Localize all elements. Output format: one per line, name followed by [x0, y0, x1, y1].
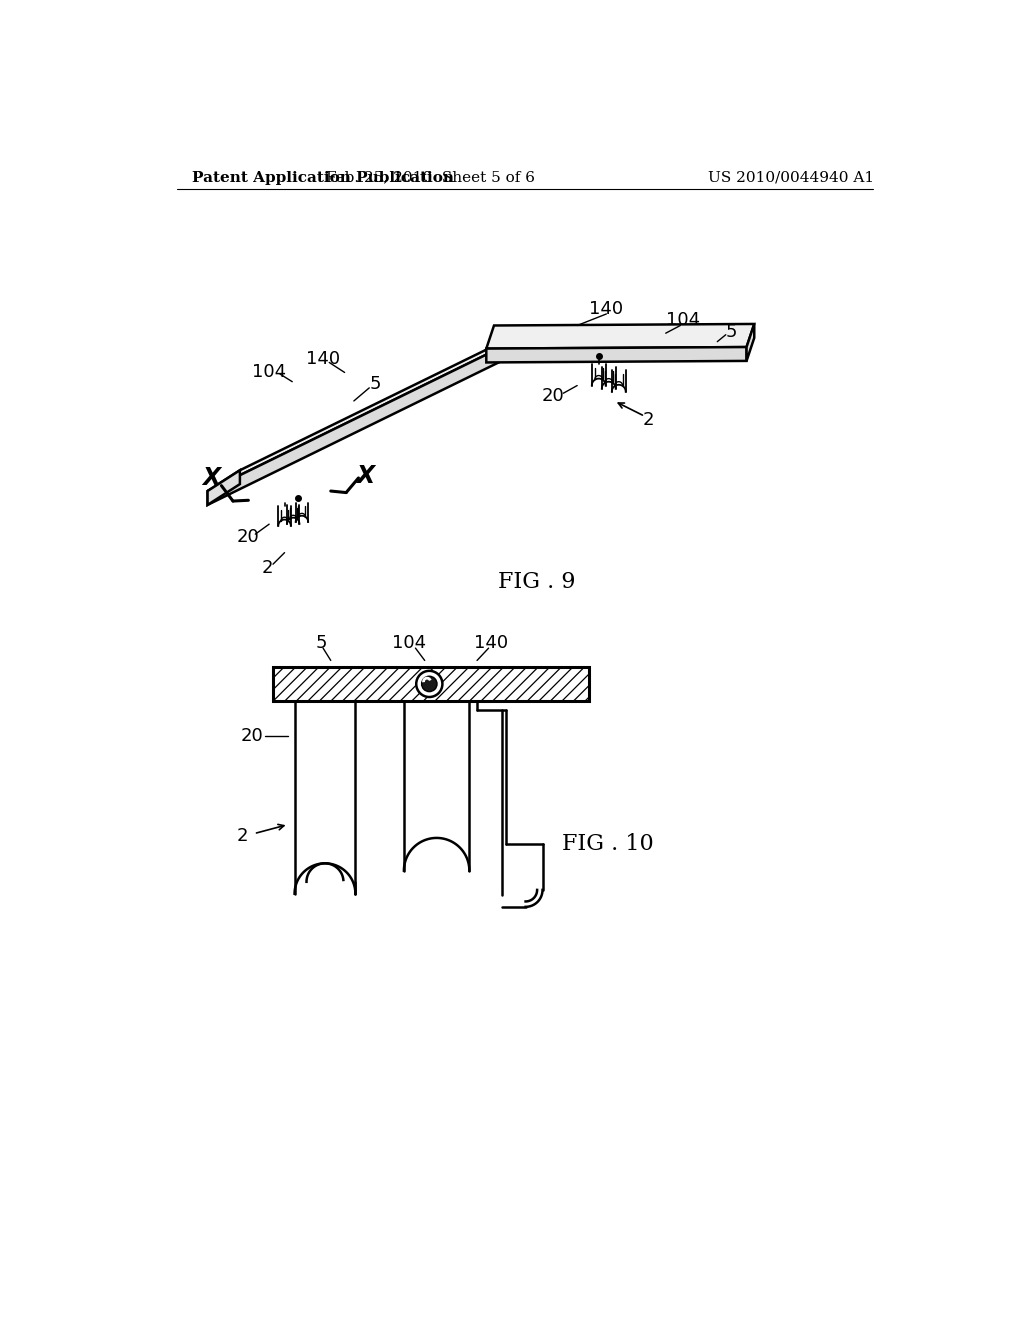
Text: 5: 5: [725, 322, 737, 341]
Polygon shape: [486, 323, 755, 348]
Polygon shape: [208, 327, 531, 491]
Text: 140: 140: [474, 635, 508, 652]
Text: 104: 104: [392, 635, 426, 652]
Bar: [273, 667, 589, 701]
Text: Patent Application Publication: Patent Application Publication: [193, 170, 455, 185]
Text: X: X: [203, 466, 220, 490]
Text: 5: 5: [315, 635, 328, 652]
Text: FIG . 9: FIG . 9: [499, 572, 575, 593]
Text: 104: 104: [252, 363, 287, 380]
Polygon shape: [208, 470, 240, 506]
Text: 20: 20: [241, 727, 263, 744]
Circle shape: [422, 676, 437, 692]
Text: 20: 20: [541, 387, 564, 404]
Text: 2: 2: [262, 560, 273, 577]
Polygon shape: [208, 348, 499, 506]
Text: 104: 104: [667, 312, 700, 329]
Text: 2: 2: [237, 828, 249, 845]
Polygon shape: [486, 347, 746, 363]
Text: 140: 140: [306, 350, 340, 367]
Text: US 2010/0044940 A1: US 2010/0044940 A1: [708, 170, 874, 185]
Text: 140: 140: [590, 300, 624, 318]
Text: X: X: [356, 463, 375, 487]
Text: FIG . 10: FIG . 10: [562, 833, 654, 855]
Text: 20: 20: [237, 528, 260, 546]
Text: 5: 5: [370, 375, 381, 393]
Text: Feb. 25, 2010  Sheet 5 of 6: Feb. 25, 2010 Sheet 5 of 6: [327, 170, 536, 185]
Circle shape: [416, 671, 442, 697]
Text: 2: 2: [642, 412, 653, 429]
Polygon shape: [746, 323, 755, 360]
